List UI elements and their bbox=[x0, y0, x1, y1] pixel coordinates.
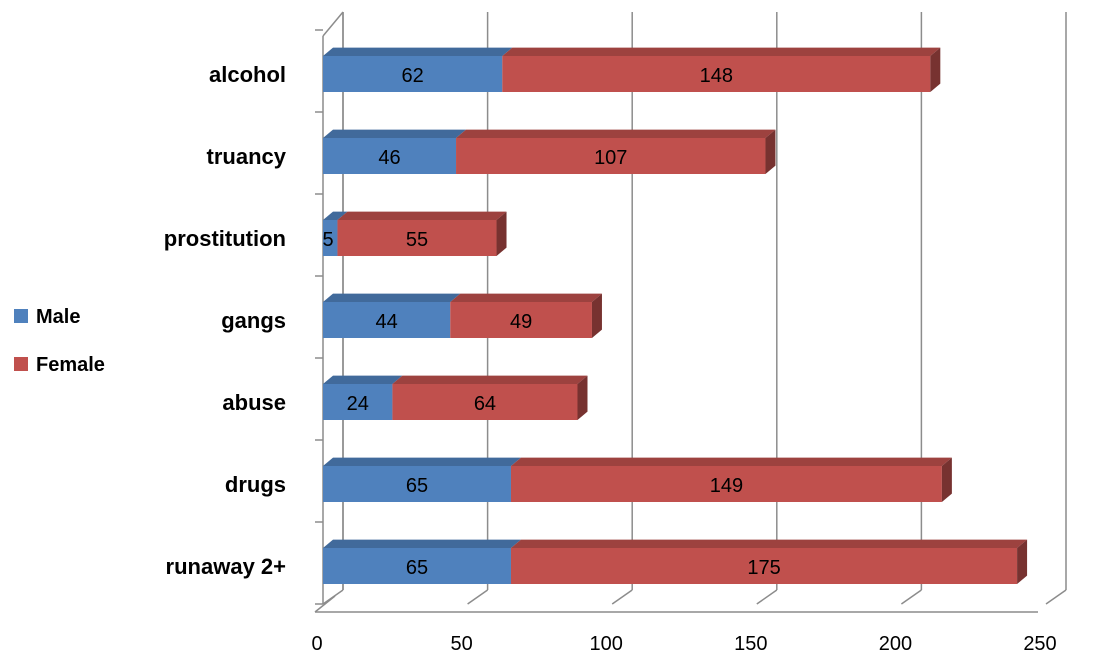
labels: 0 50 100 150 200 250 alcohol 62 148 truancy 46 107 p… bbox=[164, 62, 1057, 655]
data-label-female-drugs: 149 bbox=[710, 475, 743, 497]
legend-swatch-female bbox=[14, 357, 28, 371]
bar-front-face bbox=[323, 548, 511, 584]
x-tick-label: 100 bbox=[590, 633, 623, 655]
bar-male-abuse bbox=[323, 375, 403, 420]
side-wall-top-edge bbox=[322, 11, 344, 37]
data-label-male-gangs: 44 bbox=[375, 311, 397, 333]
data-label-male-alcohol: 62 bbox=[402, 65, 424, 87]
floor-left-edge bbox=[314, 595, 336, 613]
bar-top-face bbox=[502, 47, 941, 56]
data-label-male-drugs: 65 bbox=[406, 475, 428, 497]
data-label-female-prostitution: 55 bbox=[406, 229, 428, 251]
bar-front-face bbox=[510, 466, 942, 502]
bar-front-face bbox=[323, 302, 451, 338]
bar-female-abuse bbox=[392, 375, 588, 420]
category-label-prostitution: prostitution bbox=[164, 226, 286, 251]
bar-front-face bbox=[323, 138, 457, 174]
bar-end-face bbox=[496, 211, 507, 256]
bar-top-face bbox=[323, 539, 521, 548]
category-label-abuse: abuse bbox=[222, 390, 286, 415]
bar-male-truancy bbox=[323, 129, 467, 174]
floor-gridline bbox=[900, 589, 922, 605]
floor-gridline bbox=[611, 589, 633, 605]
legend: Male Female bbox=[14, 306, 105, 376]
bar-top-face bbox=[323, 211, 348, 220]
data-label-male-runaway-2: 65 bbox=[406, 557, 428, 579]
bar-top-face bbox=[456, 129, 776, 138]
data-label-female-gangs: 49 bbox=[510, 311, 532, 333]
bar-end-face bbox=[591, 293, 602, 338]
bar-front-face bbox=[510, 548, 1018, 584]
floor-gridline bbox=[1045, 589, 1067, 605]
bar-end-face bbox=[577, 375, 588, 420]
bar-top-face bbox=[323, 293, 461, 302]
category-label-gangs: gangs bbox=[221, 308, 286, 333]
bar-front-face bbox=[337, 220, 497, 256]
bar-male-gangs bbox=[323, 293, 461, 338]
bar-top-face bbox=[323, 47, 513, 56]
bar-end-face bbox=[1017, 539, 1028, 584]
bar-end-face bbox=[941, 457, 952, 502]
bar-end-face bbox=[765, 129, 776, 174]
bar-female-drugs bbox=[510, 457, 952, 502]
x-tick-label: 0 bbox=[311, 633, 322, 655]
category-label-drugs: drugs bbox=[225, 472, 286, 497]
x-tick-label: 150 bbox=[734, 633, 767, 655]
bar-top-face bbox=[510, 457, 952, 466]
bar-end-face bbox=[930, 47, 941, 92]
bar-front-face bbox=[323, 466, 511, 502]
bar-top-face bbox=[323, 457, 521, 466]
bar-top-face bbox=[510, 539, 1028, 548]
bar-front-face bbox=[392, 384, 578, 420]
bar-male-runaway-2 bbox=[323, 539, 521, 584]
category-label-alcohol: alcohol bbox=[209, 62, 286, 87]
x-tick-label: 50 bbox=[450, 633, 472, 655]
bar-top-face bbox=[337, 211, 507, 220]
x-tick-label: 250 bbox=[1023, 633, 1056, 655]
bar-top-face bbox=[323, 129, 467, 138]
legend-swatch-male bbox=[14, 309, 28, 323]
bar-front-face bbox=[323, 384, 393, 420]
bar-top-face bbox=[450, 293, 602, 302]
data-label-female-abuse: 64 bbox=[474, 393, 496, 415]
bar-female-runaway-2 bbox=[510, 539, 1028, 584]
bar-male-drugs bbox=[323, 457, 521, 502]
floor-gridline bbox=[756, 589, 778, 605]
bars bbox=[323, 47, 1028, 584]
bar-female-alcohol bbox=[502, 47, 941, 92]
category-label-runaway-2: runaway 2+ bbox=[166, 554, 286, 579]
bar-front-face bbox=[450, 302, 592, 338]
data-label-male-abuse: 24 bbox=[347, 393, 369, 415]
bar-front-face bbox=[502, 56, 931, 92]
bar-front-face bbox=[456, 138, 766, 174]
bar-male-prostitution bbox=[323, 211, 348, 256]
legend-label-male: Male bbox=[36, 306, 80, 328]
bar-top-face bbox=[392, 375, 588, 384]
data-label-female-runaway-2: 175 bbox=[747, 557, 780, 579]
bar-front-face bbox=[323, 56, 503, 92]
bar-front-face bbox=[323, 220, 338, 256]
x-tick-label: 200 bbox=[879, 633, 912, 655]
data-label-female-alcohol: 148 bbox=[700, 65, 733, 87]
bar-male-alcohol bbox=[323, 47, 513, 92]
category-label-truancy: truancy bbox=[207, 144, 287, 169]
floor-gridline bbox=[467, 589, 489, 605]
bar-top-face bbox=[323, 375, 403, 384]
bar-female-truancy bbox=[456, 129, 776, 174]
data-label-female-truancy: 107 bbox=[594, 147, 627, 169]
bar-female-gangs bbox=[450, 293, 602, 338]
legend-label-female: Female bbox=[36, 354, 105, 376]
bar-female-prostitution bbox=[337, 211, 507, 256]
data-label-male-prostitution: 5 bbox=[322, 229, 333, 251]
data-label-male-truancy: 46 bbox=[378, 147, 400, 169]
